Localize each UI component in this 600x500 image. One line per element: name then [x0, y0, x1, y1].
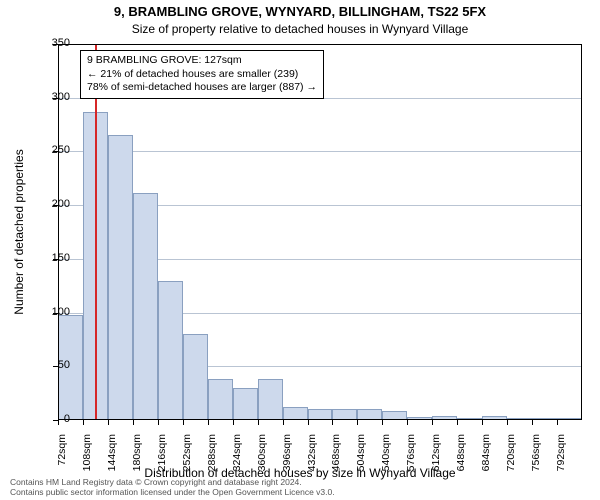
x-tickmark	[58, 420, 59, 425]
y-tickmark	[53, 98, 58, 99]
chart-container: 9, BRAMBLING GROVE, WYNYARD, BILLINGHAM,…	[0, 0, 600, 500]
x-tickmark	[183, 420, 184, 425]
x-tickmark	[407, 420, 408, 425]
y-tick-label: 150	[30, 252, 70, 264]
x-tickmark	[208, 420, 209, 425]
x-tickmark	[432, 420, 433, 425]
x-tickmark	[308, 420, 309, 425]
x-tickmark	[507, 420, 508, 425]
y-tick-label: 300	[30, 91, 70, 103]
y-axis-label: Number of detached properties	[12, 149, 26, 314]
footnote: Contains HM Land Registry data © Crown c…	[10, 478, 335, 498]
title-main: 9, BRAMBLING GROVE, WYNYARD, BILLINGHAM,…	[0, 4, 600, 19]
y-tickmark	[53, 259, 58, 260]
x-tickmark	[108, 420, 109, 425]
plot-frame	[58, 44, 582, 420]
y-tickmark	[53, 313, 58, 314]
y-tick-label: 0	[30, 413, 70, 425]
y-tickmark	[53, 151, 58, 152]
footnote-line2: Contains public sector information licen…	[10, 488, 335, 498]
title-sub: Size of property relative to detached ho…	[0, 22, 600, 36]
annotation-box: 9 BRAMBLING GROVE: 127sqm ← 21% of detac…	[80, 50, 324, 99]
x-tickmark	[557, 420, 558, 425]
y-tick-label: 250	[30, 144, 70, 156]
annotation-line1: 9 BRAMBLING GROVE: 127sqm	[87, 54, 317, 68]
x-tickmark	[382, 420, 383, 425]
y-tick-label: 200	[30, 198, 70, 210]
annotation-line3: 78% of semi-detached houses are larger (…	[87, 81, 317, 95]
x-tickmark	[532, 420, 533, 425]
x-tickmark	[233, 420, 234, 425]
y-tick-label: 50	[30, 359, 70, 371]
y-tick-label: 350	[30, 37, 70, 49]
x-tickmark	[158, 420, 159, 425]
x-tickmark	[133, 420, 134, 425]
x-tickmark	[283, 420, 284, 425]
y-tick-label: 100	[30, 306, 70, 318]
y-tickmark	[53, 205, 58, 206]
y-tickmark	[53, 366, 58, 367]
annotation-line2: ← 21% of detached houses are smaller (23…	[87, 68, 317, 82]
x-tickmark	[357, 420, 358, 425]
x-tickmark	[258, 420, 259, 425]
x-tickmark	[332, 420, 333, 425]
x-tickmark	[482, 420, 483, 425]
plot-area: 9 BRAMBLING GROVE: 127sqm ← 21% of detac…	[58, 44, 582, 420]
x-tickmark	[457, 420, 458, 425]
y-tickmark	[53, 44, 58, 45]
x-tickmark	[83, 420, 84, 425]
